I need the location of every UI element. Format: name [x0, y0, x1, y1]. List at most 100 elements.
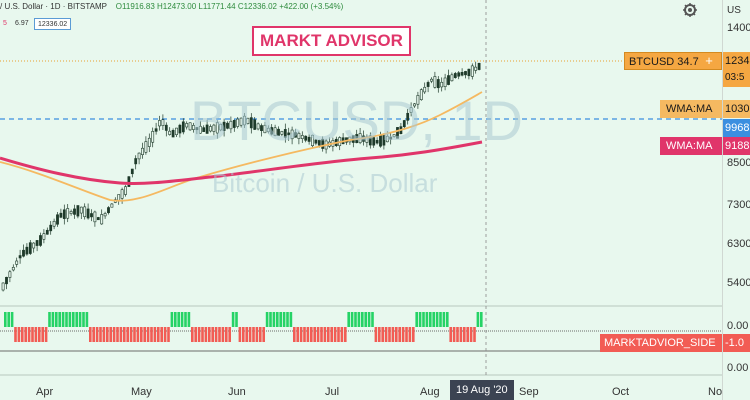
side-bar-down	[123, 327, 126, 342]
side-bar-down	[106, 327, 109, 342]
time-label-jun: Jun	[228, 386, 246, 398]
candle-body	[406, 112, 410, 121]
candle-body	[226, 122, 229, 129]
ohlc-values: O11916.83 H12473.00 L11771.44 C12336.02 …	[115, 2, 344, 11]
axis-countdown: 03:5	[723, 69, 750, 87]
candle-body	[192, 125, 195, 130]
side-bar-up	[415, 312, 418, 327]
side-bar-up	[480, 312, 483, 327]
candle-body	[45, 229, 49, 235]
side-bar-down	[153, 327, 157, 342]
candle-body	[307, 136, 311, 142]
side-bar-down	[310, 327, 313, 342]
candle-body	[1, 282, 5, 291]
side-bar-down	[398, 327, 401, 342]
side-bar-up	[85, 312, 89, 327]
candle-body	[39, 235, 42, 246]
candle-body	[389, 136, 393, 140]
candle-body	[209, 126, 212, 132]
candle-body	[137, 152, 141, 160]
side-bar-down	[262, 327, 265, 342]
candle-body	[18, 255, 22, 259]
side-bar-up	[418, 312, 422, 327]
side-bar-down	[259, 327, 262, 342]
side-bar-down	[208, 327, 211, 342]
side-bar-down	[466, 327, 469, 342]
candle-body	[154, 128, 158, 132]
interval[interactable]: 1D	[50, 2, 61, 11]
axis-wma-fast-price: 1030	[723, 100, 750, 118]
candle-body	[219, 123, 223, 131]
side-bar-down	[89, 327, 92, 342]
side-bar-up	[55, 312, 58, 327]
candle-body	[164, 124, 168, 131]
side-bar-down	[27, 327, 31, 342]
side-bar-down	[41, 327, 44, 342]
side-bar-down	[344, 327, 347, 342]
candle-body	[433, 76, 437, 88]
side-bar-down	[449, 327, 452, 342]
side-bar-down	[303, 327, 306, 342]
candle-body	[202, 127, 206, 132]
price-chart[interactable]	[0, 0, 722, 400]
side-bar-down	[191, 327, 194, 342]
candle-body	[130, 168, 134, 175]
gear-icon[interactable]	[682, 2, 698, 18]
side-bar-down	[136, 327, 140, 342]
side-bar-up	[231, 312, 235, 327]
side-bar-down	[214, 327, 218, 342]
symbol-name[interactable]: / U.S. Dollar	[0, 2, 44, 11]
candle-body	[28, 242, 32, 254]
side-bar-up	[279, 312, 282, 327]
candle-body	[419, 89, 423, 101]
side-bar-down	[296, 327, 299, 342]
indicator-input[interactable]: 12336.02	[34, 18, 72, 30]
side-bar-down	[299, 327, 303, 342]
candle-body	[385, 135, 389, 143]
plus-icon[interactable]: +	[700, 53, 718, 69]
side-bar-down	[391, 327, 395, 342]
candle-body	[396, 127, 399, 139]
axis-tick-6300: 6300	[727, 238, 750, 250]
side-bar-up	[354, 312, 357, 327]
side-bar-down	[388, 327, 391, 342]
side-bar-down	[395, 327, 398, 342]
btcusd-label: BTCUSD 34.7	[624, 52, 722, 70]
side-bar-down	[95, 327, 99, 342]
candle-body	[83, 206, 87, 218]
side-bar-down	[245, 327, 248, 342]
side-bar-down	[201, 327, 204, 342]
side-bar-up	[61, 312, 65, 327]
candle-body	[188, 122, 192, 131]
watermark-symbol: BTCUSD, 1D	[190, 89, 523, 152]
candle-body	[300, 135, 304, 140]
candle-body	[117, 194, 121, 201]
side-indicator-label: MARKTADVIOR_SIDE	[600, 334, 722, 352]
side-bar-up	[286, 312, 289, 327]
side-bar-up	[476, 312, 480, 327]
candle-body	[266, 127, 270, 132]
candle-body	[372, 137, 376, 146]
side-bar-down	[225, 327, 228, 342]
wma-slow-label: WMA:MA	[660, 137, 722, 155]
side-bar-up	[276, 312, 279, 327]
candle-body	[147, 137, 151, 147]
side-bar-down	[109, 327, 112, 342]
side-bar-down	[221, 327, 225, 342]
side-bar-down	[116, 327, 119, 342]
candle-body	[198, 125, 202, 134]
side-bar-down	[194, 327, 197, 342]
candle-body	[158, 120, 161, 127]
crosshair-date-label: 19 Aug '20	[450, 380, 514, 400]
side-bar-down	[306, 327, 310, 342]
price-axis[interactable]: US 1400 1234 03:5 1030 9968 9188 8500 73…	[722, 0, 750, 400]
side-bar-down	[150, 327, 153, 342]
side-bar-up	[187, 312, 191, 327]
chart-area[interactable]: / U.S. Dollar · 1D · BITSTAMP O11916.83 …	[0, 0, 722, 400]
side-bar-down	[405, 327, 408, 342]
candle-body	[413, 103, 416, 107]
candle-body	[460, 72, 464, 76]
candle-body	[52, 220, 56, 227]
brand-title: MARKT ADVISOR	[252, 26, 411, 56]
candle-body	[5, 276, 8, 285]
